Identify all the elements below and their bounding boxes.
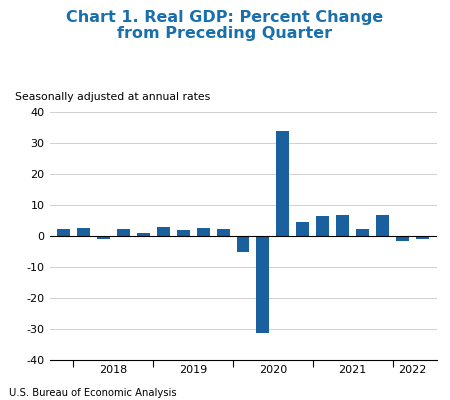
Text: U.S. Bureau of Economic Analysis: U.S. Bureau of Economic Analysis	[9, 388, 176, 398]
Text: Chart 1. Real GDP: Percent Change: Chart 1. Real GDP: Percent Change	[67, 10, 383, 25]
Bar	[356, 229, 369, 236]
Bar	[97, 236, 110, 239]
Bar	[336, 215, 349, 236]
Bar	[256, 236, 270, 333]
Bar	[137, 232, 150, 236]
Bar	[197, 228, 210, 236]
Bar	[177, 230, 189, 236]
Bar	[216, 230, 230, 236]
Bar	[316, 216, 329, 236]
Bar	[376, 215, 389, 236]
Bar	[57, 229, 70, 236]
Bar	[416, 236, 429, 239]
Text: Seasonally adjusted at annual rates: Seasonally adjusted at annual rates	[15, 92, 210, 102]
Bar	[117, 230, 130, 236]
Bar	[297, 222, 309, 236]
Text: from Preceding Quarter: from Preceding Quarter	[117, 26, 333, 41]
Bar	[396, 236, 409, 241]
Bar	[237, 236, 249, 252]
Bar	[276, 131, 289, 236]
Bar	[157, 227, 170, 236]
Bar	[77, 228, 90, 236]
